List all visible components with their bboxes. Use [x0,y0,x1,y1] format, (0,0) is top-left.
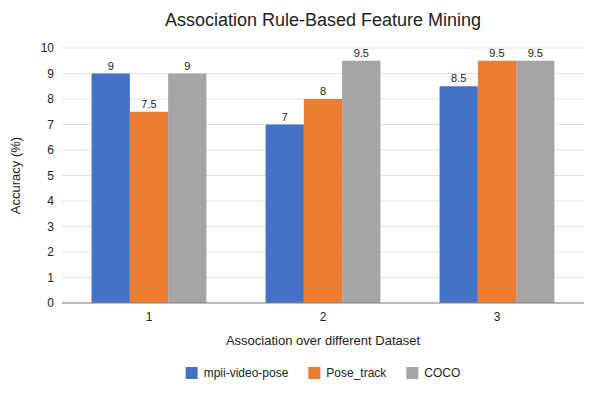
grid-line [62,303,584,304]
legend-item: mpii-video-pose [186,366,289,380]
x-axis-label: Association over different Dataset [226,333,421,348]
bar [440,86,478,303]
data-label: 9.5 [354,47,369,59]
data-label: 9 [184,60,190,72]
legend-item: COCO [406,366,460,380]
data-label: 8 [320,85,326,97]
legend-swatch [406,367,418,379]
bar [266,125,304,304]
y-tick-label: 9 [47,67,54,81]
chart-title: Association Rule-Based Feature Mining [165,10,481,30]
bar [92,74,130,304]
data-label: 9.5 [528,47,543,59]
bar [130,112,168,303]
y-tick-label: 8 [47,92,54,106]
bar [478,61,516,303]
y-tick-label: 7 [47,118,54,132]
x-axis: 1 2 3 [62,303,584,324]
x-axis-line [62,303,584,304]
data-label: 8.5 [451,72,466,84]
y-tick-label: 5 [47,169,54,183]
legend: mpii-video-pose Pose_track COCO [186,366,461,380]
legend-label: COCO [424,366,460,380]
y-axis-label: Accuracy (%) [8,137,23,214]
bar [168,74,206,304]
legend-label: Pose_track [326,366,387,380]
bar [516,61,554,303]
data-label: 9 [108,60,114,72]
data-labels: 9 7 8.5 7.5 8 9.5 9 9.5 9.5 [108,47,543,123]
legend-swatch [308,367,320,379]
x-tick-label: 3 [494,310,501,324]
y-tick-label: 3 [47,220,54,234]
bars [92,61,555,303]
chart-svg: Association Rule-Based Feature Mining 0 1 2… [0,0,600,399]
data-label: 7 [282,111,288,123]
data-label: 7.5 [141,98,156,110]
y-tick-label: 0 [47,296,54,310]
y-tick-label: 1 [47,271,54,285]
x-tick-label: 2 [320,310,327,324]
legend-item: Pose_track [308,366,387,380]
bar [304,99,342,303]
legend-swatch [186,367,198,379]
chart-container: Association Rule-Based Feature Mining 0 1 2… [0,0,600,399]
x-tick-label: 1 [146,310,153,324]
y-tick-label: 10 [41,41,55,55]
y-axis: 0 1 2 3 4 5 6 7 8 9 10 [41,41,55,310]
y-tick-label: 6 [47,143,54,157]
data-label: 9.5 [489,47,504,59]
legend-label: mpii-video-pose [204,366,289,380]
grid-line [62,48,584,49]
y-tick-label: 2 [47,245,54,259]
y-tick-label: 4 [47,194,54,208]
bar [342,61,380,303]
grid [62,48,584,303]
